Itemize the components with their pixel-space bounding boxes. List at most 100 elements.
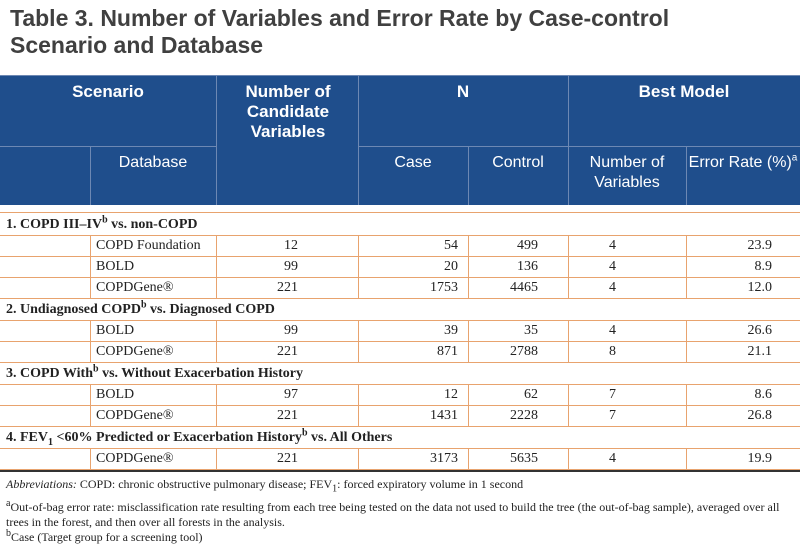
- cell-divider: [90, 342, 91, 362]
- header-control: Control: [492, 154, 544, 171]
- table-row: COPD Foundation 12 54 499 4 23.9: [0, 236, 800, 257]
- cell-error-rate: 21.1: [747, 344, 773, 359]
- cell-divider: [216, 342, 217, 362]
- cell-divider: [90, 278, 91, 298]
- table-row: COPDGene® 221 1753 4465 4 12.0: [0, 278, 800, 299]
- cell-control: 2228: [510, 408, 538, 423]
- table-header: Scenario Number of Candidate Variables N…: [0, 75, 800, 205]
- cell-case: 39: [444, 323, 458, 338]
- cell-divider: [686, 257, 687, 277]
- cell-divider: [358, 406, 359, 426]
- cell-control: 62: [524, 387, 538, 402]
- cell-case: 20: [444, 259, 458, 274]
- cell-divider: [90, 257, 91, 277]
- header-divider: [468, 146, 469, 205]
- header-case: Case: [394, 154, 432, 171]
- cell-divider: [568, 257, 569, 277]
- cell-divider: [90, 321, 91, 341]
- footnote-abbreviations: Abbreviations: COPD: chronic obstructive…: [6, 477, 524, 495]
- cell-num-variables: 4: [609, 238, 616, 253]
- table-row: BOLD 99 39 35 4 26.6: [0, 321, 800, 342]
- header-num-variables: Number of Variables: [589, 154, 665, 191]
- cell-control: 4465: [510, 280, 538, 295]
- cell-database: BOLD: [96, 387, 135, 402]
- cell-divider: [468, 321, 469, 341]
- cell-num-variables: 4: [609, 280, 616, 295]
- cell-divider: [468, 449, 469, 469]
- cell-case: 3173: [430, 451, 458, 466]
- header-n: N: [456, 82, 470, 101]
- cell-divider: [568, 278, 569, 298]
- cell-divider: [468, 342, 469, 362]
- cell-divider: [358, 278, 359, 298]
- data-table: Scenario Number of Candidate Variables N…: [0, 75, 800, 472]
- cell-divider: [216, 257, 217, 277]
- footnote-b: bCase (Target group for a screening tool…: [6, 528, 203, 545]
- cell-divider: [216, 278, 217, 298]
- cell-divider: [358, 321, 359, 341]
- header-error-rate: Error Rate (%)a: [688, 152, 798, 171]
- cell-case: 1431: [430, 408, 458, 423]
- section-heading: 1. COPD III–IVb vs. non-COPD: [0, 212, 800, 236]
- header-divider: [568, 76, 569, 205]
- header-divider: [686, 146, 687, 205]
- cell-divider: [216, 236, 217, 256]
- header-divider: [90, 146, 91, 205]
- cell-database: COPDGene®: [96, 280, 174, 295]
- cell-error-rate: 8.9: [754, 259, 773, 274]
- cell-divider: [686, 321, 687, 341]
- title-line-1: Table 3. Number of Variables and Error R…: [10, 5, 670, 31]
- table-row: COPDGene® 221 871 2788 8 21.1: [0, 342, 800, 363]
- cell-divider: [568, 385, 569, 405]
- cell-error-rate: 26.6: [747, 323, 773, 338]
- cell-case: 12: [444, 387, 458, 402]
- cell-divider: [568, 321, 569, 341]
- header-scenario: Scenario: [72, 82, 144, 101]
- section-heading: 3. COPD Withb vs. Without Exacerbation H…: [0, 363, 800, 385]
- cell-divider: [358, 236, 359, 256]
- cell-num-candidate: 221: [277, 344, 298, 359]
- cell-error-rate: 8.6: [754, 387, 773, 402]
- header-best-model: Best Model: [638, 82, 730, 101]
- cell-error-rate: 12.0: [747, 280, 773, 295]
- cell-database: BOLD: [96, 259, 135, 274]
- cell-divider: [90, 449, 91, 469]
- cell-num-candidate: 97: [284, 387, 298, 402]
- cell-num-variables: 8: [609, 344, 616, 359]
- section-heading: 4. FEV1 <60% Predicted or Exacerbation H…: [0, 427, 800, 449]
- cell-divider: [686, 236, 687, 256]
- cell-error-rate: 26.8: [747, 408, 773, 423]
- cell-divider: [568, 236, 569, 256]
- cell-num-variables: 4: [609, 323, 616, 338]
- header-divider: [0, 146, 216, 147]
- cell-divider: [468, 278, 469, 298]
- cell-num-variables: 7: [609, 387, 616, 402]
- cell-num-candidate: 12: [284, 238, 298, 253]
- cell-error-rate: 19.9: [747, 451, 773, 466]
- section-heading: 2. Undiagnosed COPDb vs. Diagnosed COPD: [0, 299, 800, 321]
- cell-database: COPD Foundation: [96, 238, 201, 253]
- cell-num-candidate: 221: [277, 280, 298, 295]
- cell-case: 1753: [430, 280, 458, 295]
- cell-divider: [90, 236, 91, 256]
- cell-divider: [568, 342, 569, 362]
- cell-database: COPDGene®: [96, 344, 174, 359]
- header-divider: [216, 76, 217, 205]
- cell-divider: [358, 257, 359, 277]
- header-database: Database: [118, 154, 188, 171]
- cell-num-variables: 7: [609, 408, 616, 423]
- cell-divider: [568, 406, 569, 426]
- cell-database: COPDGene®: [96, 408, 174, 423]
- cell-divider: [90, 385, 91, 405]
- cell-divider: [216, 321, 217, 341]
- cell-case: 54: [444, 238, 458, 253]
- cell-divider: [468, 385, 469, 405]
- table-row: BOLD 99 20 136 4 8.9: [0, 257, 800, 278]
- cell-divider: [686, 342, 687, 362]
- header-num-candidate: Number of Candidate Variables: [245, 82, 331, 141]
- cell-num-candidate: 221: [277, 451, 298, 466]
- cell-divider: [468, 236, 469, 256]
- cell-num-variables: 4: [609, 451, 616, 466]
- cell-num-candidate: 99: [284, 323, 298, 338]
- cell-control: 499: [517, 238, 538, 253]
